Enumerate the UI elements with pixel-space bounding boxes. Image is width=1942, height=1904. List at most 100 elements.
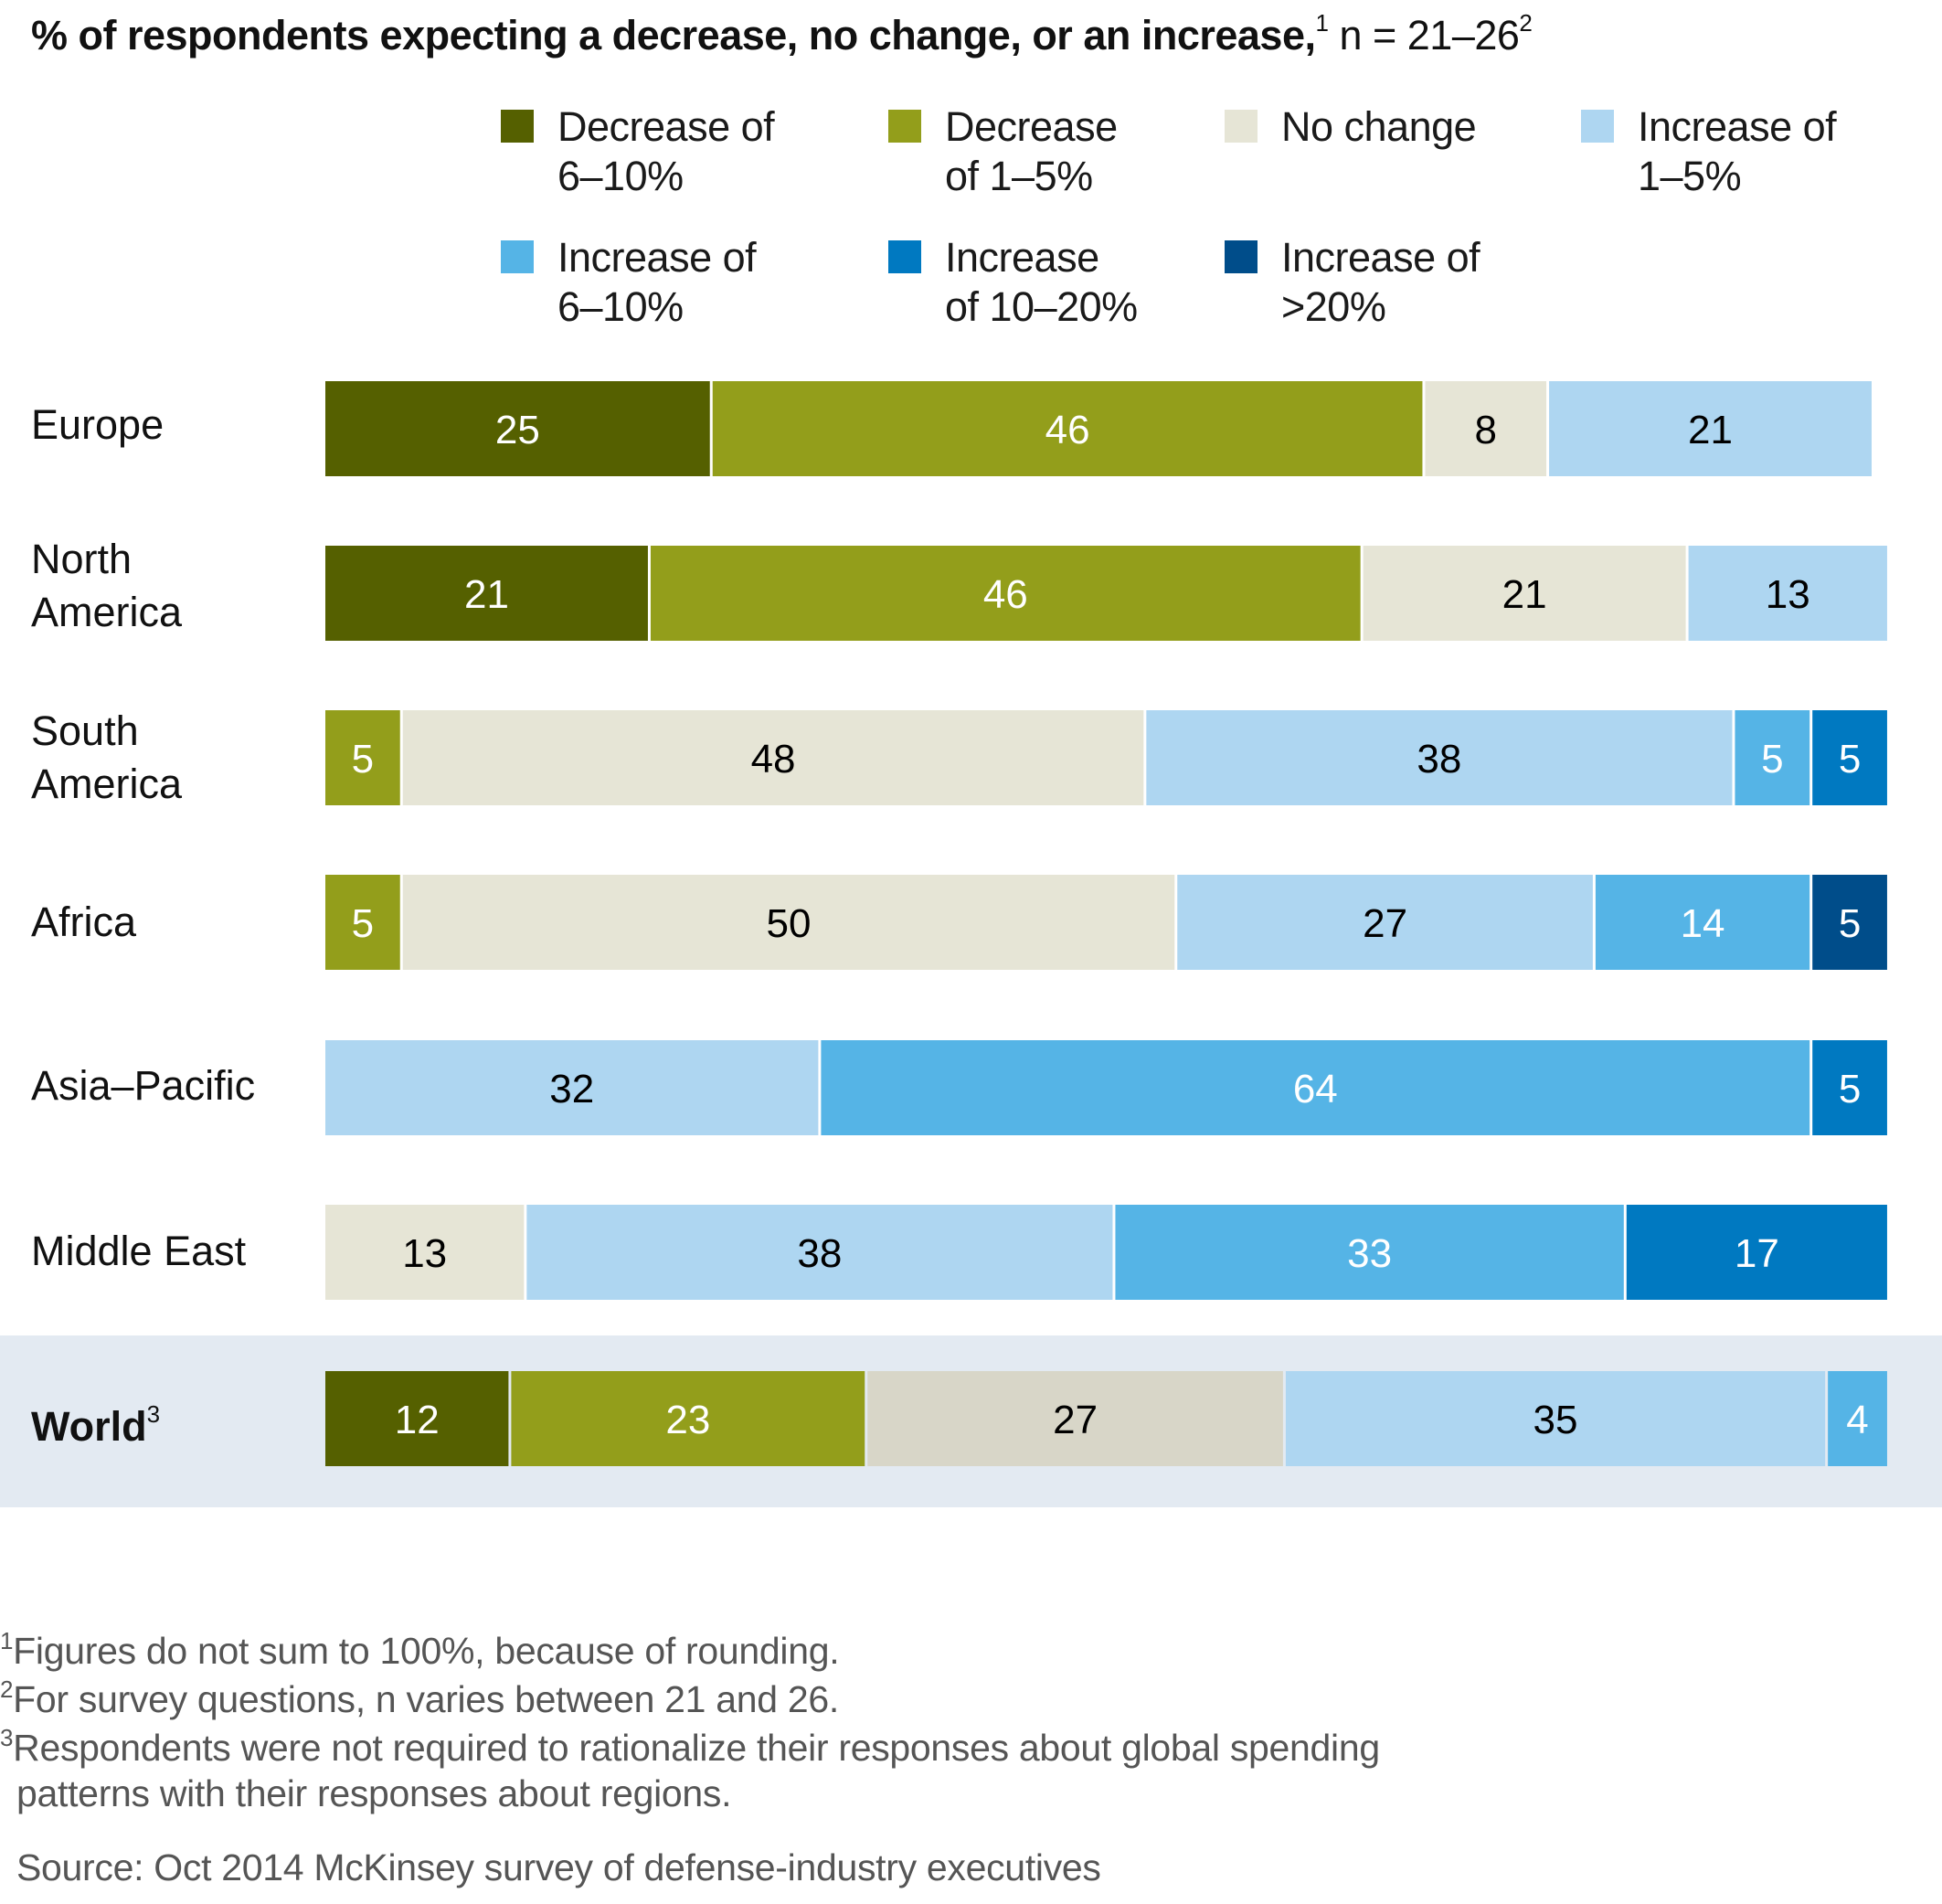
category-label: Middle East <box>31 1225 246 1278</box>
data-label: 14 <box>1681 901 1725 946</box>
bar-row: 13 38 33 17 <box>325 1205 1887 1300</box>
data-label: 48 <box>751 737 796 782</box>
legend-item: Increase of 10–20% <box>888 233 1138 332</box>
bar-segment <box>821 1040 1810 1135</box>
footnote-text: patterns with their responses about regi… <box>16 1772 732 1814</box>
data-label: 32 <box>549 1067 594 1112</box>
category-label-text: Europe <box>31 401 164 448</box>
data-label: 23 <box>665 1398 710 1442</box>
bar-segment <box>325 710 400 805</box>
category-label: Africa <box>31 896 136 949</box>
data-label: 50 <box>767 901 812 946</box>
legend-item: Increase of >20% <box>1225 233 1480 332</box>
footnote-marker: 2 <box>0 1675 14 1703</box>
data-label: 38 <box>797 1231 842 1276</box>
legend-item: Decrease of 6–10% <box>501 102 775 201</box>
legend-label: Increase of >20% <box>1281 234 1480 330</box>
category-label-text: South America <box>31 707 183 807</box>
bar-row: 5 48 38 5 5 <box>325 710 1887 805</box>
category-label-text: North America <box>31 536 183 635</box>
legend-swatch <box>501 240 534 273</box>
bar-segment <box>325 875 400 970</box>
bar-segment <box>325 1205 525 1300</box>
bar-segment <box>1177 875 1593 970</box>
data-label: 13 <box>402 1231 447 1276</box>
legend-label: Increase of 10–20% <box>945 234 1138 330</box>
data-label: 12 <box>395 1398 440 1442</box>
legend-label: Increase of 1–5% <box>1638 103 1837 199</box>
category-label: Asia–Pacific <box>31 1059 255 1112</box>
category-label-text: World <box>31 1403 147 1450</box>
data-label: 21 <box>1688 408 1733 452</box>
bar-segment <box>1812 710 1887 805</box>
legend-label: Decrease of 1–5% <box>945 103 1118 199</box>
bar-segment <box>1115 1205 1624 1300</box>
category-label-text: Asia–Pacific <box>31 1062 256 1109</box>
footnote-text: Figures do not sum to 100%, because of r… <box>13 1630 840 1672</box>
footnote: patterns with their responses about regi… <box>16 1772 732 1815</box>
bar-segment <box>526 1205 1113 1300</box>
bar-row: 32 64 5 <box>325 1040 1887 1135</box>
data-label: 5 <box>352 737 374 782</box>
legend-swatch <box>888 110 921 143</box>
bar-segment <box>867 1371 1283 1466</box>
legend-swatch <box>501 110 534 143</box>
bar-segment <box>1595 875 1810 970</box>
data-label: 17 <box>1735 1231 1779 1276</box>
category-label-text: Middle East <box>31 1228 247 1274</box>
legend-item: No change <box>1225 102 1477 152</box>
bar-segment <box>511 1371 865 1466</box>
bar-row: 12 23 27 35 4 <box>325 1371 1887 1466</box>
bar-segment <box>325 381 710 476</box>
legend-swatch <box>1225 240 1258 273</box>
bar-segment <box>1626 1205 1887 1300</box>
title-footnote-2: 2 <box>1519 9 1533 37</box>
legend-label: Decrease of 6–10% <box>557 103 775 199</box>
data-label: 27 <box>1053 1398 1098 1442</box>
data-label: 46 <box>1045 408 1090 452</box>
title-footnote-1: 1 <box>1315 9 1329 37</box>
legend-swatch <box>1225 110 1258 143</box>
footnote-marker: 3 <box>0 1724 14 1751</box>
legend-swatch <box>888 240 921 273</box>
data-label: 38 <box>1417 737 1461 782</box>
chart-title: % of respondents expecting a decrease, n… <box>31 9 1533 59</box>
data-label: 46 <box>983 572 1028 617</box>
bar-segment <box>1828 1371 1887 1466</box>
bar-segment <box>650 546 1361 641</box>
footnote-text: For survey questions, n varies between 2… <box>13 1678 839 1720</box>
bar-segment <box>712 381 1423 476</box>
data-label: 5 <box>1761 737 1783 782</box>
bar-segment <box>402 875 1175 970</box>
footnote: 1Figures do not sum to 100%, because of … <box>0 1627 840 1673</box>
bar-segment <box>1146 710 1733 805</box>
category-label: World3 <box>31 1388 160 1453</box>
bar-segment <box>325 1371 509 1466</box>
data-label: 35 <box>1533 1398 1578 1442</box>
data-label: 8 <box>1475 408 1497 452</box>
category-label: North America <box>31 533 182 639</box>
legend-label: Increase of 6–10% <box>557 234 757 330</box>
legend-item: Decrease of 1–5% <box>888 102 1118 201</box>
world-footnote-marker: 3 <box>146 1400 161 1428</box>
data-label: 4 <box>1846 1398 1868 1442</box>
category-label-text: Africa <box>31 899 137 945</box>
data-label: 5 <box>1839 737 1861 782</box>
bar-segment <box>402 710 1144 805</box>
data-label: 64 <box>1293 1067 1338 1112</box>
bar-segment <box>1812 1040 1887 1135</box>
bar-segment <box>1425 381 1547 476</box>
title-n-range: n = 21–26 <box>1328 12 1520 59</box>
footnote-text: Respondents were not required to rationa… <box>13 1727 1380 1769</box>
bar-segment <box>1549 381 1872 476</box>
bar-segment <box>325 546 648 641</box>
legend-item: Increase of 1–5% <box>1581 102 1837 201</box>
footnote: 3Respondents were not required to ration… <box>0 1724 1380 1770</box>
bar-row: 21 46 21 13 <box>325 546 1887 641</box>
data-label: 21 <box>464 572 509 617</box>
data-label: 21 <box>1502 572 1547 617</box>
category-label: Europe <box>31 399 164 452</box>
source-note: Source: Oct 2014 McKinsey survey of defe… <box>16 1846 1101 1888</box>
data-label: 5 <box>352 901 374 946</box>
legend-item: Increase of 6–10% <box>501 233 757 332</box>
